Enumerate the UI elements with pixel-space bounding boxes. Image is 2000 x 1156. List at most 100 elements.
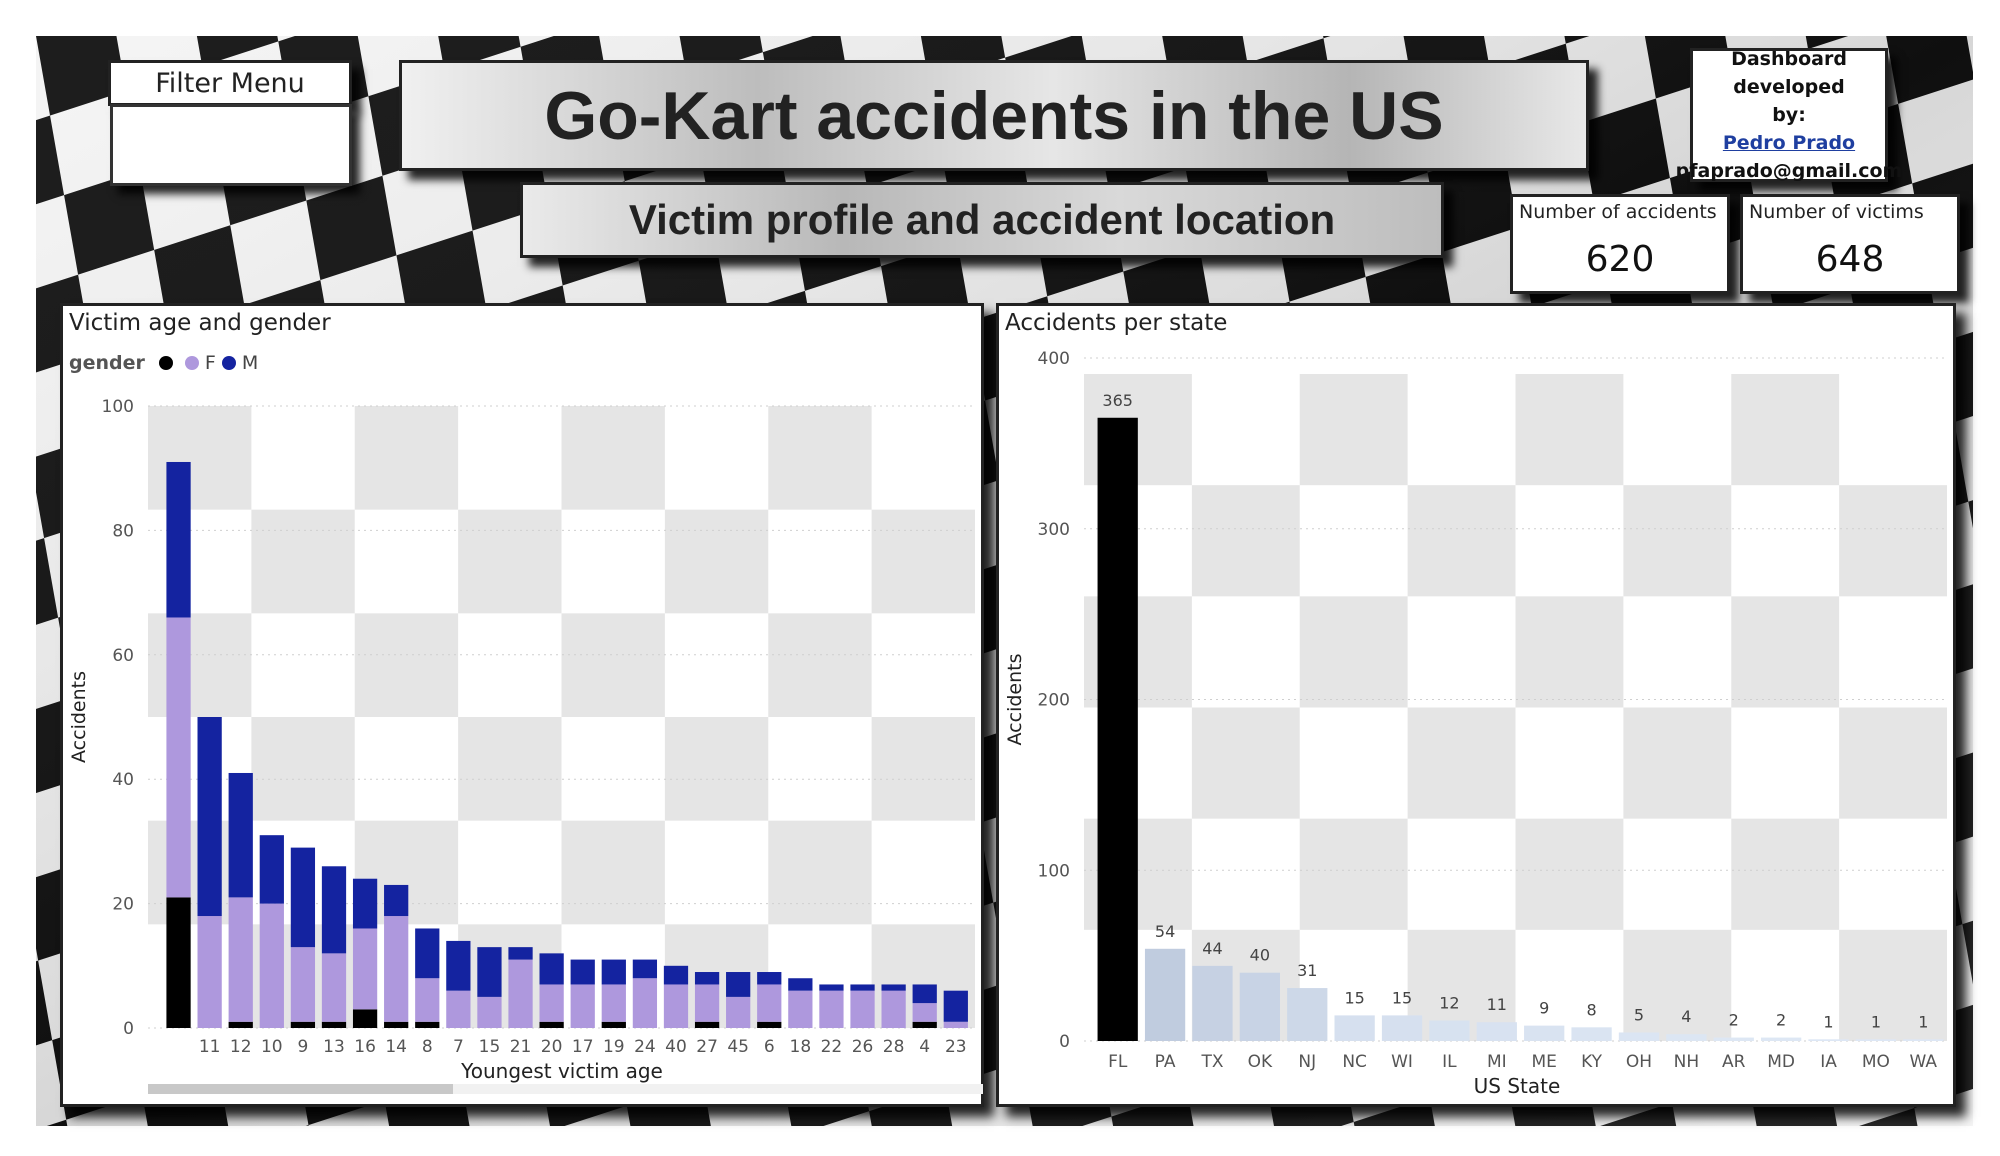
grid-cell bbox=[1299, 374, 1408, 486]
x-tick-label: OK bbox=[1248, 1052, 1273, 1072]
x-axis-label: US State bbox=[1474, 1074, 1561, 1098]
filter-menu-box[interactable] bbox=[110, 104, 352, 186]
bar-segment bbox=[943, 990, 968, 1022]
bar-segment bbox=[601, 959, 626, 985]
bar bbox=[1239, 972, 1281, 1041]
bar-segment bbox=[446, 940, 471, 991]
kpi-label: Number of accidents bbox=[1519, 201, 1717, 223]
scrollbar-track[interactable] bbox=[148, 1084, 983, 1094]
bar bbox=[1760, 1037, 1802, 1041]
bar-segment bbox=[321, 1021, 347, 1028]
y-tick-label: 200 bbox=[1038, 691, 1070, 711]
bar bbox=[1192, 965, 1233, 1041]
x-tick-label: 23 bbox=[945, 1037, 967, 1057]
bar-segment bbox=[259, 835, 284, 904]
x-tick-label: 11 bbox=[199, 1037, 221, 1057]
data-label: 4 bbox=[1681, 1007, 1691, 1026]
x-tick-label: NH bbox=[1674, 1052, 1700, 1072]
filter-menu-header: Filter Menu bbox=[108, 60, 352, 106]
bar-segment bbox=[539, 984, 564, 1022]
data-label: 15 bbox=[1392, 988, 1412, 1007]
bar bbox=[1144, 948, 1186, 1041]
legend-swatch-unknown bbox=[158, 356, 173, 370]
x-tick-label: 10 bbox=[261, 1037, 283, 1057]
grid-cell bbox=[871, 717, 975, 821]
chart-title: Victim age and gender bbox=[69, 310, 331, 336]
x-tick-label: NJ bbox=[1298, 1052, 1316, 1072]
grid-cell bbox=[1731, 596, 1840, 708]
x-tick-label: WA bbox=[1910, 1052, 1938, 1072]
bar-segment bbox=[166, 617, 191, 898]
grid-cell bbox=[1839, 929, 1947, 1041]
bar-segment bbox=[290, 1021, 316, 1028]
legend-swatch-male bbox=[221, 356, 236, 370]
bar-segment bbox=[352, 878, 378, 929]
grid-cell bbox=[1299, 818, 1408, 930]
y-tick-label: 0 bbox=[1059, 1032, 1070, 1052]
bar-segment bbox=[166, 897, 191, 1028]
x-tick-label: AR bbox=[1722, 1052, 1746, 1072]
developer-name-link[interactable]: Pedro Prado bbox=[1722, 132, 1856, 154]
bar bbox=[1287, 988, 1328, 1041]
x-tick-label: NC bbox=[1342, 1052, 1367, 1072]
grid-cell bbox=[251, 717, 355, 821]
grid-cell bbox=[664, 509, 769, 614]
kpi-value: 620 bbox=[1585, 239, 1655, 280]
bar-segment bbox=[912, 1021, 937, 1028]
bar-segment bbox=[228, 897, 253, 1022]
data-label: 365 bbox=[1102, 391, 1133, 410]
x-tick-label: FL bbox=[1108, 1052, 1128, 1072]
bar bbox=[1618, 1032, 1660, 1041]
bar-segment bbox=[384, 916, 409, 1022]
x-tick-label: IL bbox=[1442, 1052, 1457, 1072]
grid-cell bbox=[148, 406, 252, 510]
bar-segment bbox=[570, 959, 595, 985]
grid-cell bbox=[1515, 374, 1624, 486]
x-tick-label: WI bbox=[1391, 1052, 1413, 1072]
bar-segment bbox=[601, 1021, 626, 1028]
x-tick-label: 7 bbox=[453, 1037, 464, 1057]
legend-label-male: M bbox=[241, 352, 259, 374]
grid-cell bbox=[664, 717, 769, 821]
x-tick-label: 28 bbox=[883, 1037, 905, 1057]
x-tick-label: 19 bbox=[603, 1037, 625, 1057]
grid-cell bbox=[1839, 707, 1947, 819]
legend-label-female: F bbox=[204, 352, 216, 374]
bar-segment bbox=[415, 1021, 440, 1028]
x-tick-label: 24 bbox=[634, 1037, 656, 1057]
grid-cell bbox=[1407, 707, 1516, 819]
bar-segment bbox=[912, 984, 937, 1004]
gender-legend: gender F M bbox=[69, 352, 258, 374]
data-label: 2 bbox=[1729, 1011, 1739, 1030]
state-chart-panel: Accidents per state 0 100 200 300 400 365 FL 54… bbox=[996, 303, 1956, 1107]
bar bbox=[1429, 1020, 1470, 1041]
bar-segment bbox=[477, 996, 502, 1028]
y-tick-label: 60 bbox=[112, 646, 134, 666]
data-label: 54 bbox=[1155, 922, 1175, 941]
developer-card: Dashboard developed by: Pedro Prado pfap… bbox=[1676, 48, 1902, 182]
x-tick-label: KY bbox=[1581, 1052, 1603, 1072]
x-axis-label: Youngest victim age bbox=[460, 1059, 663, 1083]
grid-cell bbox=[1515, 596, 1624, 708]
bar-segment bbox=[943, 1021, 968, 1028]
bar-segment bbox=[539, 1021, 564, 1028]
grid-cell bbox=[768, 820, 872, 925]
grid-cell bbox=[354, 406, 459, 510]
bar-segment bbox=[321, 953, 347, 1022]
y-tick-label: 0 bbox=[123, 1019, 134, 1039]
grid-cell bbox=[1299, 596, 1408, 708]
bar-segment bbox=[477, 947, 502, 997]
x-tick-label: MD bbox=[1767, 1052, 1795, 1072]
x-tick-label: OH bbox=[1626, 1052, 1652, 1072]
bar-segment bbox=[228, 772, 253, 898]
y-tick-label: 20 bbox=[112, 895, 134, 915]
x-tick-label: 12 bbox=[230, 1037, 252, 1057]
grid-cell bbox=[1191, 707, 1300, 819]
bar-segment bbox=[694, 984, 720, 1022]
legend-swatch-female bbox=[184, 356, 199, 370]
grid-cell bbox=[1623, 485, 1732, 597]
y-tick-label: 80 bbox=[112, 521, 134, 541]
scrollbar-thumb[interactable] bbox=[148, 1084, 453, 1094]
x-tick-label: TX bbox=[1200, 1052, 1223, 1072]
x-tick-label: 13 bbox=[323, 1037, 345, 1057]
